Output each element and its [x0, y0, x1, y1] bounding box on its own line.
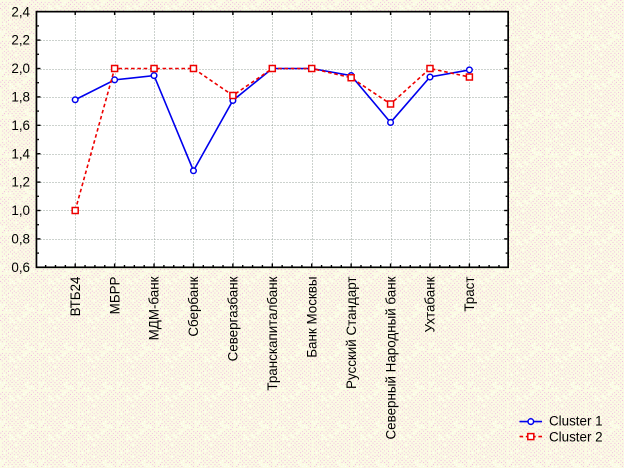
svg-text:0,6: 0,6 — [11, 260, 30, 275]
svg-text:ВТБ24: ВТБ24 — [68, 276, 83, 316]
svg-text:Северный Народный банк: Северный Народный банк — [383, 276, 398, 439]
svg-text:1,2: 1,2 — [11, 175, 30, 190]
svg-text:Траст: Траст — [462, 277, 477, 312]
svg-text:Банк Москвы: Банк Москвы — [304, 277, 319, 358]
svg-text:Ухтабанк: Ухтабанк — [423, 276, 438, 332]
svg-text:1,4: 1,4 — [11, 146, 30, 161]
svg-text:Русский Стандарт: Русский Стандарт — [344, 277, 359, 389]
svg-text:1,0: 1,0 — [11, 203, 30, 218]
svg-text:1,8: 1,8 — [11, 90, 30, 105]
svg-text:2,2: 2,2 — [11, 33, 30, 48]
svg-text:1,6: 1,6 — [11, 118, 30, 133]
svg-text:Сбербанк: Сбербанк — [186, 276, 201, 336]
svg-text:2,0: 2,0 — [11, 61, 30, 76]
svg-text:МБРР: МБРР — [107, 276, 122, 314]
svg-text:МДМ-банк: МДМ-банк — [147, 276, 162, 340]
svg-text:Cluster 1: Cluster 1 — [549, 413, 603, 428]
svg-text:0,8: 0,8 — [11, 232, 30, 247]
svg-text:Транскапиталбанк: Транскапиталбанк — [265, 276, 280, 390]
svg-text:Севергазбанк: Севергазбанк — [226, 276, 241, 361]
svg-text:Cluster 2: Cluster 2 — [549, 430, 603, 445]
svg-text:2,4: 2,4 — [11, 4, 30, 19]
